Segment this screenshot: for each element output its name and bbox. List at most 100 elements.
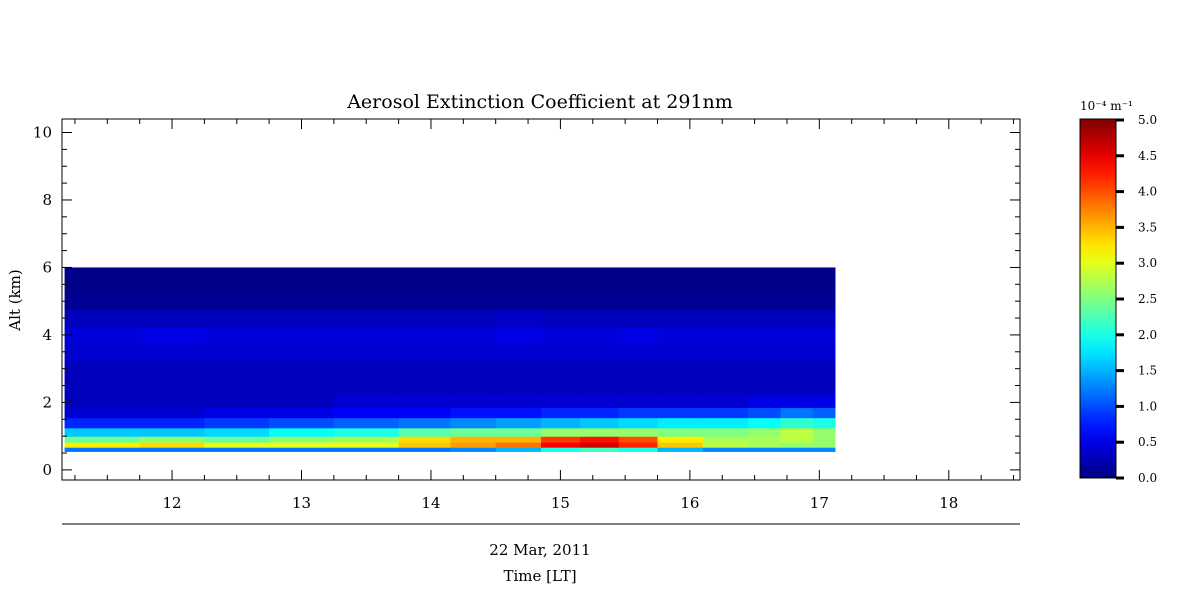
heatmap-cell: [204, 436, 270, 443]
heatmap-cell: [702, 309, 749, 328]
heatmap-cell: [87, 275, 141, 294]
heatmap-cell: [64, 326, 89, 344]
heatmap-cell: [657, 343, 704, 361]
colorbar-tick-label: 2.0: [1138, 328, 1157, 342]
heatmap-cell: [579, 377, 620, 395]
heatmap-cell: [269, 267, 335, 277]
colorbar-tick-label: 1.0: [1138, 399, 1157, 413]
heatmap-cell: [702, 442, 749, 448]
heatmap-cell: [204, 267, 270, 277]
heatmap-cell: [780, 417, 814, 429]
heatmap-cell: [398, 309, 451, 328]
heatmap-cell: [702, 377, 749, 395]
heatmap-cell: [541, 343, 581, 361]
heatmap-cell: [398, 427, 451, 437]
heatmap-cell: [450, 436, 497, 443]
y-axis-label: Alt (km): [6, 269, 24, 331]
heatmap-cell: [495, 377, 542, 395]
colorbar: [1079, 118, 1117, 479]
heatmap-cell: [748, 360, 782, 378]
heatmap-cell: [702, 393, 749, 409]
heatmap-cell: [333, 393, 400, 409]
colorbar-tick-label: 0.0: [1138, 471, 1157, 485]
heatmap-cell: [139, 275, 206, 294]
heatmap-cell: [64, 436, 89, 443]
heatmap-cell: [87, 427, 141, 437]
heatmap-cell: [541, 377, 581, 395]
heatmap-cell: [702, 343, 749, 361]
heatmap-cell: [398, 407, 451, 419]
x-tick-label: 17: [810, 494, 829, 512]
heatmap-cell: [579, 267, 620, 277]
heatmap-cell: [269, 447, 335, 452]
heatmap-cell: [657, 447, 704, 452]
heatmap-cell: [64, 360, 89, 378]
x-tick-label: 14: [421, 494, 440, 512]
heatmap-cell: [204, 275, 270, 294]
heatmap-cell: [618, 275, 659, 294]
heatmap-cell: [579, 360, 620, 378]
heatmap-cell: [333, 326, 400, 344]
heatmap-cell: [87, 436, 141, 443]
heatmap-cell: [657, 393, 704, 409]
heatmap-cell: [398, 447, 451, 452]
heatmap-cell: [748, 393, 782, 409]
heatmap-cell: [812, 267, 836, 277]
heatmap-cell: [204, 343, 270, 361]
heatmap-cell: [812, 377, 836, 395]
heatmap-cell: [780, 326, 814, 344]
heatmap-cell: [64, 417, 89, 429]
y-tick-labels: 0 2 4 6 8 10: [33, 123, 52, 478]
heatmap-cell: [618, 377, 659, 395]
heatmap-cell: [398, 360, 451, 378]
heatmap-cell: [398, 292, 451, 311]
heatmap-cell: [64, 309, 89, 328]
colorbar-tick-label: 1.5: [1138, 364, 1157, 378]
heatmap-cell: [579, 436, 620, 443]
heatmap-cell: [579, 442, 620, 448]
heatmap-cell: [812, 427, 836, 437]
heatmap-cell: [87, 377, 141, 395]
heatmap-cell: [333, 442, 400, 448]
heatmap-cell: [269, 407, 335, 419]
heatmap-cell: [398, 275, 451, 294]
heatmap-cell: [702, 427, 749, 437]
heatmap-cell: [812, 309, 836, 328]
heatmap-cell: [748, 275, 782, 294]
heatmap-cell: [64, 343, 89, 361]
heatmap-cell: [269, 326, 335, 344]
heatmap-cell: [139, 447, 206, 452]
heatmap-cell: [450, 360, 497, 378]
heatmap-cell: [398, 377, 451, 395]
heatmap-cell: [748, 447, 782, 452]
plot-frame: [61, 118, 1021, 481]
heatmap-cell: [579, 417, 620, 429]
heatmap-cell: [541, 360, 581, 378]
x-tick-label: 16: [680, 494, 699, 512]
heatmap-cell: [139, 436, 206, 443]
heatmap-cell: [702, 417, 749, 429]
heatmap-cell: [139, 417, 206, 429]
heatmap-cell: [450, 292, 497, 311]
heatmap-cell: [702, 360, 749, 378]
heatmap-cell: [64, 275, 89, 294]
heatmap-cell: [495, 407, 542, 419]
heatmap-cell: [450, 267, 497, 277]
heatmap-cell: [139, 393, 206, 409]
heatmap-cell: [87, 442, 141, 448]
heatmap-cell: [87, 309, 141, 328]
heatmap-cell: [618, 447, 659, 452]
heatmap-cell: [657, 377, 704, 395]
heatmap-cell: [398, 436, 451, 443]
heatmap-cell: [495, 442, 542, 448]
heatmap-cell: [780, 447, 814, 452]
heatmap-cell: [812, 442, 836, 448]
heatmap-cell: [579, 343, 620, 361]
heatmap-cell: [333, 360, 400, 378]
y-tick-label: 2: [42, 393, 52, 411]
heatmap-cell: [64, 393, 89, 409]
heatmap-cell: [204, 377, 270, 395]
heatmap-cell: [87, 407, 141, 419]
heatmap-cell: [748, 267, 782, 277]
heatmap-cell: [780, 393, 814, 409]
